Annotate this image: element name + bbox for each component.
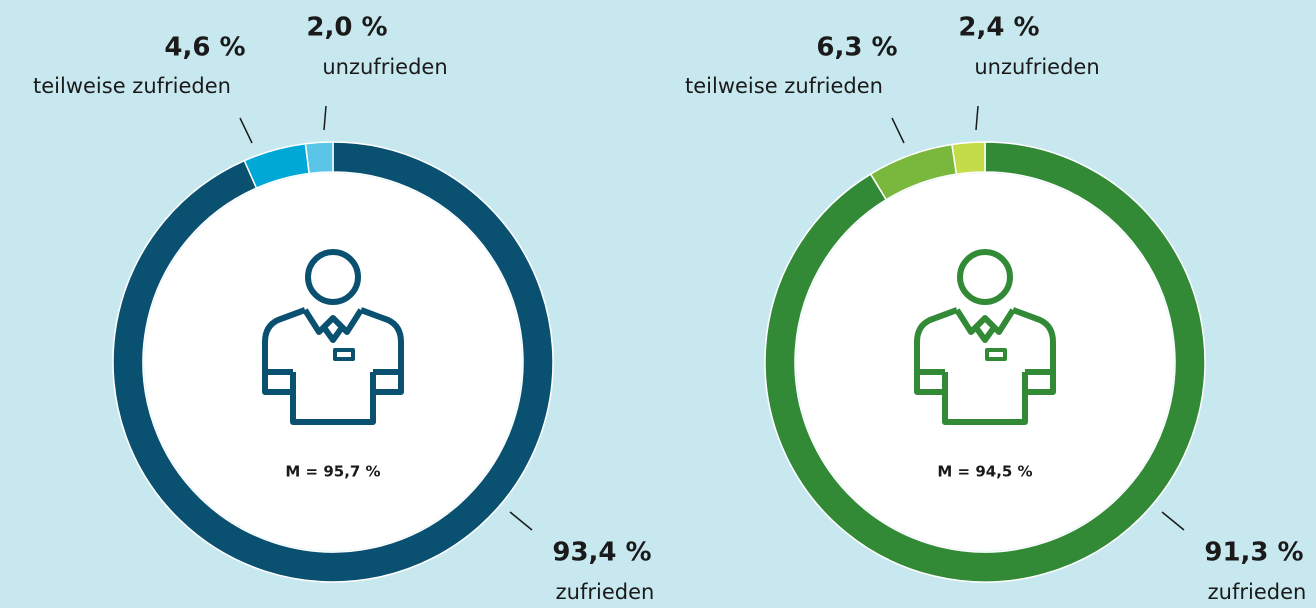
leader-line — [891, 117, 905, 144]
leader-line — [1161, 511, 1185, 531]
category-label: zufrieden — [556, 580, 655, 604]
donut-segment — [951, 141, 986, 176]
leader-line — [975, 105, 979, 131]
donut-segment — [304, 141, 334, 175]
donut-segment — [112, 141, 554, 583]
leader-line — [323, 105, 327, 131]
donut-segment — [764, 141, 1206, 583]
annotation: M = 94,5 % — [937, 463, 1032, 481]
category-label: zufrieden — [1208, 580, 1307, 604]
icon-head — [957, 249, 1013, 305]
person-icon — [262, 249, 404, 425]
icon-head — [305, 249, 361, 305]
category-label: teilweise zufrieden — [33, 74, 231, 98]
value-label: 6,3 % — [816, 33, 897, 63]
icon-badge — [333, 348, 355, 361]
value-label: 2,4 % — [958, 13, 1039, 43]
leader-line — [239, 117, 253, 144]
icon-body — [262, 307, 404, 425]
value-label: 4,6 % — [164, 33, 245, 63]
category-label: teilweise zufrieden — [685, 74, 883, 98]
icon-badge — [985, 348, 1007, 361]
annotation: M = 95,7 % — [285, 463, 380, 481]
icon-body — [914, 307, 1056, 425]
person-icon — [914, 249, 1056, 425]
icon-collar — [954, 308, 1016, 343]
category-label: unzufrieden — [974, 55, 1099, 79]
donut-hole — [796, 173, 1174, 551]
icon-collar — [302, 308, 364, 343]
leader-line — [509, 511, 533, 531]
value-label: 91,3 % — [1204, 538, 1303, 568]
value-label: 93,4 % — [552, 538, 651, 568]
donut-hole — [144, 173, 522, 551]
category-label: unzufrieden — [322, 55, 447, 79]
value-label: 2,0 % — [306, 13, 387, 43]
